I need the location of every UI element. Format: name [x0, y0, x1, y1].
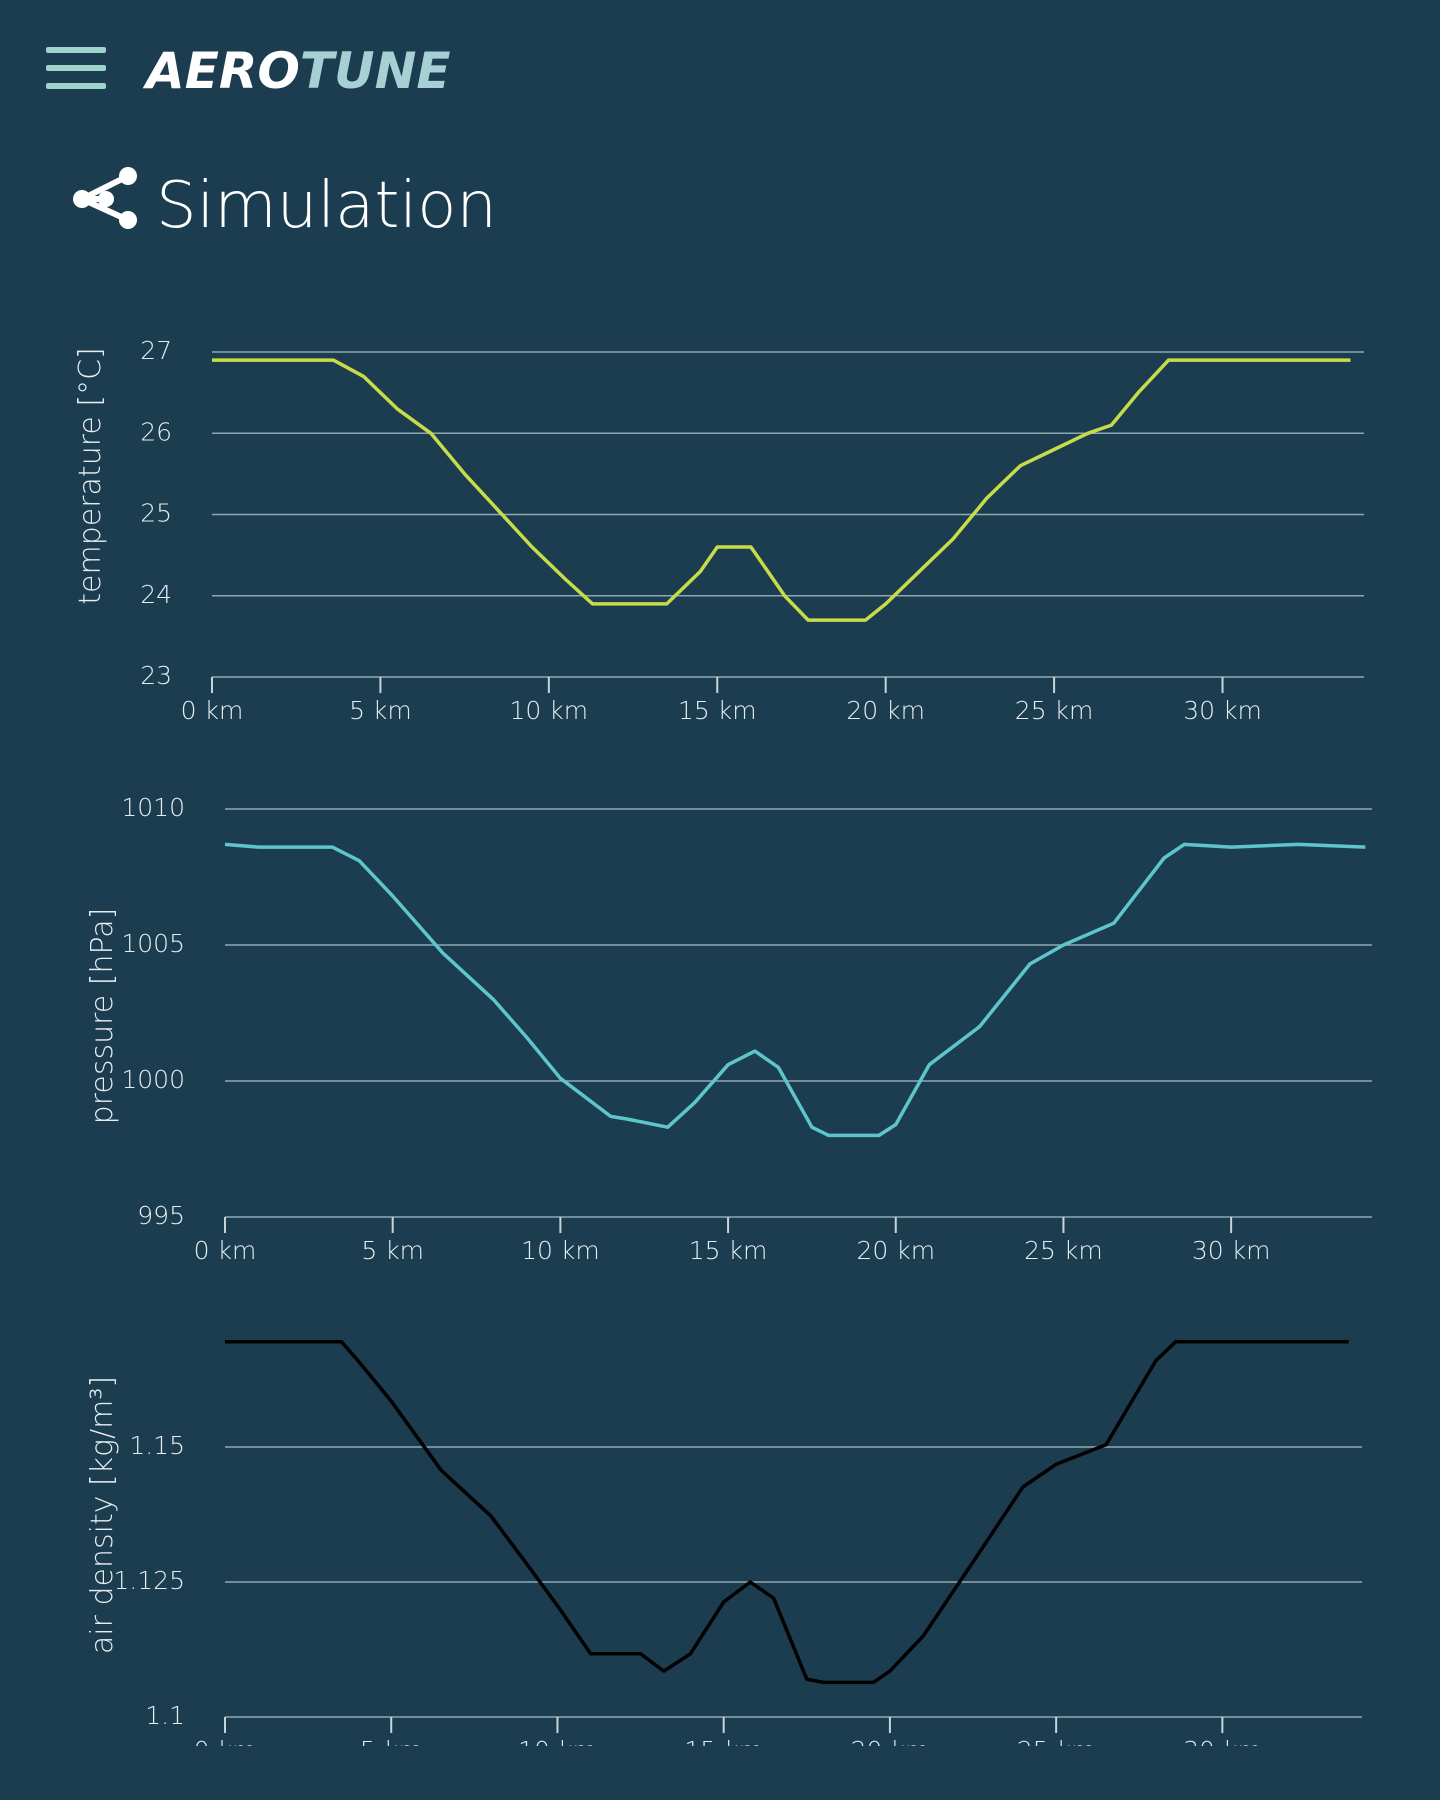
- chart: 995 1000 1005 1010 0 km 5 km 10 km 15 km 20 km 25…: [85, 793, 1372, 1265]
- y-axis-label: air density [kg/m³]: [85, 1376, 120, 1654]
- x-tick-label: 30 km: [1183, 696, 1262, 725]
- x-tick-label: 25 km: [1017, 1736, 1096, 1765]
- x-tick-label: 5 km: [349, 696, 412, 725]
- brand-logo: AEROTUNE: [142, 42, 451, 100]
- x-tick-label: 10 km: [510, 696, 589, 725]
- x-tick-label: 15 km: [678, 696, 757, 725]
- y-tick-label: 27: [140, 336, 172, 365]
- x-tick-label: 5 km: [360, 1736, 423, 1765]
- menu-button[interactable]: [46, 47, 106, 89]
- data-line: [224, 842, 1366, 1138]
- x-tick-label: 20 km: [856, 1236, 935, 1265]
- y-tick-label: 1005: [121, 929, 185, 958]
- x-tick-label: 30 km: [1183, 1736, 1262, 1765]
- y-tick-label: 25: [140, 499, 172, 528]
- chart: 23 24 25 26 27 0 km 5 km 10 km 15 km 20 km 25 km 30…: [73, 336, 1364, 725]
- y-tick-label: 1010: [121, 793, 185, 822]
- x-tick-label: 30 km: [1192, 1236, 1271, 1265]
- y-tick-label: 1000: [121, 1065, 185, 1094]
- x-tick-label: 20 km: [851, 1736, 930, 1765]
- charts: 23 24 25 26 27 0 km 5 km 10 km 15 km 20 km 25 km 30…: [73, 336, 1372, 1765]
- chart: 1.1 1.125 1.15 0 km 5 km 10 km 15 km 20 km 25 km…: [85, 1339, 1362, 1765]
- y-axis-label: temperature [°C]: [73, 347, 108, 604]
- page-title: Simulation: [156, 169, 497, 243]
- y-tick-label: 24: [140, 580, 172, 609]
- y-tick-label: 23: [140, 661, 172, 690]
- y-axis-label: pressure [hPa]: [85, 908, 120, 1125]
- y-tick-label: 26: [140, 417, 172, 446]
- x-tick-label: 10 km: [518, 1736, 597, 1765]
- menu-bar: [46, 47, 106, 53]
- x-tick-label: 0 km: [181, 696, 244, 725]
- x-tick-label: 0 km: [194, 1736, 257, 1765]
- x-tick-label: 0 km: [194, 1236, 257, 1265]
- x-tick-label: 5 km: [361, 1236, 424, 1265]
- x-tick-label: 25 km: [1015, 696, 1094, 725]
- y-tick-label: 995: [137, 1201, 185, 1230]
- x-tick-label: 15 km: [684, 1736, 763, 1765]
- simulation-icon: [73, 167, 137, 229]
- menu-bar: [46, 83, 106, 89]
- menu-bar: [46, 65, 106, 71]
- data-line: [225, 1339, 1349, 1685]
- x-tick-label: 15 km: [689, 1236, 768, 1265]
- x-tick-label: 10 km: [521, 1236, 600, 1265]
- brand-secondary: TUNE: [300, 42, 451, 100]
- y-tick-label: 1.15: [129, 1431, 185, 1460]
- y-tick-label: 1.125: [113, 1566, 185, 1595]
- x-tick-label: 25 km: [1024, 1236, 1103, 1265]
- brand-primary: AERO: [142, 42, 300, 100]
- data-line: [212, 358, 1351, 622]
- x-tick-label: 20 km: [846, 696, 925, 725]
- y-tick-label: 1.1: [145, 1701, 185, 1730]
